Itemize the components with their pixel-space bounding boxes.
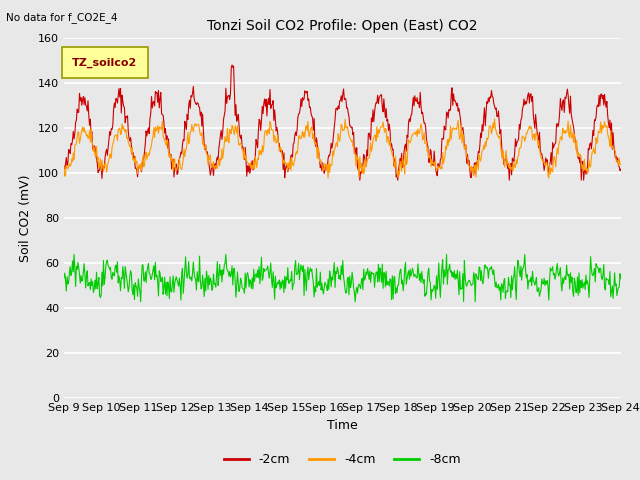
- X-axis label: Time: Time: [327, 419, 358, 432]
- FancyBboxPatch shape: [62, 48, 148, 78]
- Text: TZ_soilco2: TZ_soilco2: [72, 58, 137, 68]
- Title: Tonzi Soil CO2 Profile: Open (East) CO2: Tonzi Soil CO2 Profile: Open (East) CO2: [207, 19, 477, 33]
- Legend: -2cm, -4cm, -8cm: -2cm, -4cm, -8cm: [219, 448, 466, 471]
- Text: No data for f_CO2E_4: No data for f_CO2E_4: [6, 12, 118, 23]
- Y-axis label: Soil CO2 (mV): Soil CO2 (mV): [19, 175, 33, 262]
